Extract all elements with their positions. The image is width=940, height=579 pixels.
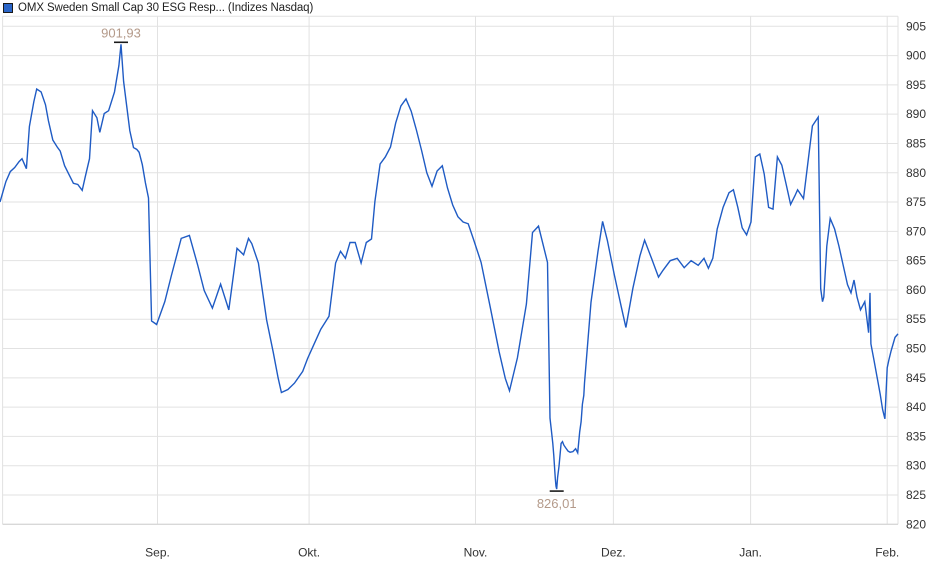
svg-text:820: 820	[906, 517, 926, 531]
svg-text:901,93: 901,93	[101, 25, 141, 40]
svg-text:850: 850	[906, 342, 926, 356]
svg-text:Okt.: Okt.	[298, 545, 320, 559]
svg-text:870: 870	[906, 224, 926, 238]
svg-text:875: 875	[906, 195, 926, 209]
svg-text:830: 830	[906, 459, 926, 473]
svg-text:855: 855	[906, 312, 926, 326]
svg-text:890: 890	[906, 107, 926, 121]
svg-text:826,01: 826,01	[537, 496, 577, 511]
svg-text:Nov.: Nov.	[464, 545, 488, 559]
svg-text:900: 900	[906, 49, 926, 63]
svg-text:865: 865	[906, 254, 926, 268]
svg-text:895: 895	[906, 78, 926, 92]
svg-text:Jan.: Jan.	[739, 545, 762, 559]
svg-text:825: 825	[906, 488, 926, 502]
svg-text:905: 905	[906, 19, 926, 33]
svg-text:Sep.: Sep.	[145, 545, 170, 559]
svg-text:845: 845	[906, 371, 926, 385]
svg-text:880: 880	[906, 166, 926, 180]
svg-text:835: 835	[906, 429, 926, 443]
svg-text:Feb.: Feb.	[875, 545, 899, 559]
svg-text:Dez.: Dez.	[601, 545, 626, 559]
svg-text:840: 840	[906, 400, 926, 414]
svg-text:860: 860	[906, 283, 926, 297]
svg-text:885: 885	[906, 136, 926, 150]
